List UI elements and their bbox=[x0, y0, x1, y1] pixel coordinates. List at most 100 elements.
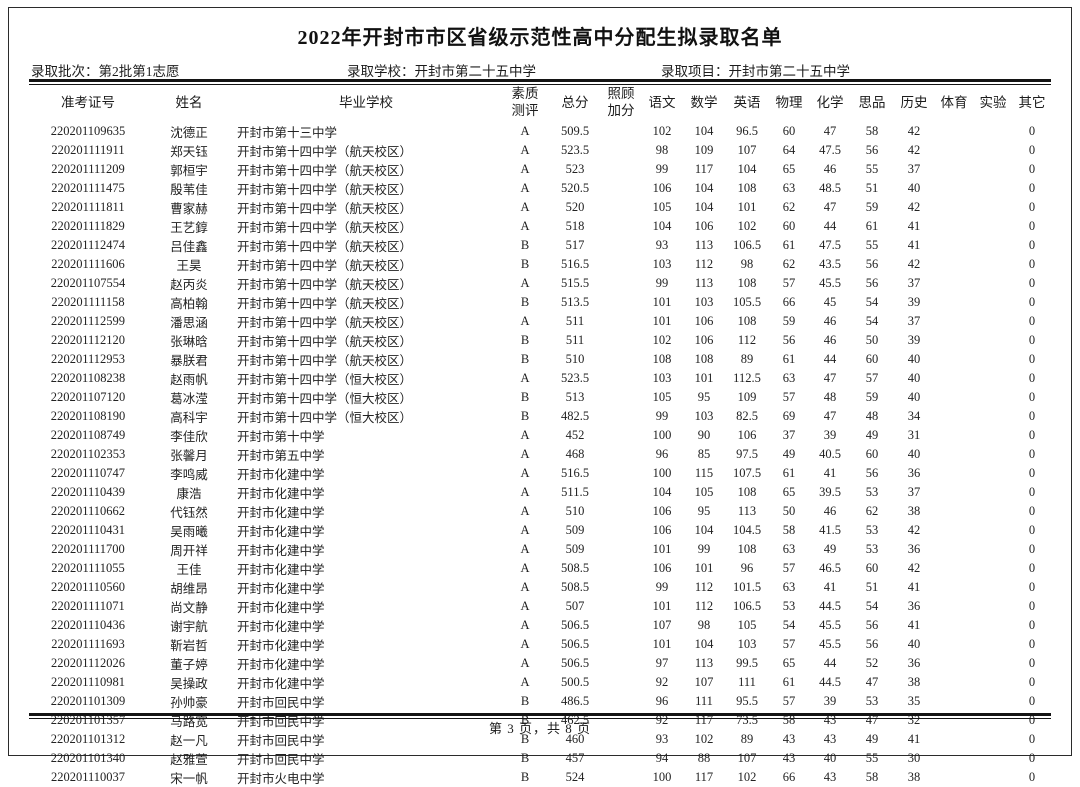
cell: 524 bbox=[565, 770, 585, 784]
cell: 486.5 bbox=[560, 694, 590, 708]
cell: 36 bbox=[907, 599, 921, 613]
cell bbox=[973, 160, 1013, 179]
cell: B bbox=[520, 295, 530, 309]
cell: 63 bbox=[782, 542, 796, 556]
cell: 220201108749 bbox=[50, 428, 126, 442]
column-header: 历史 bbox=[900, 94, 928, 110]
cell: 66 bbox=[782, 770, 796, 784]
cell: 53 bbox=[782, 599, 796, 613]
cell: 517 bbox=[565, 238, 585, 252]
cell bbox=[973, 673, 1013, 692]
cell: 60 bbox=[865, 352, 879, 366]
cell bbox=[601, 350, 641, 369]
cell: 108 bbox=[737, 485, 757, 499]
page-title: 2022年开封市市区省级示范性高中分配生拟录取名单 bbox=[297, 27, 783, 49]
cell bbox=[935, 692, 973, 711]
cell: A bbox=[520, 675, 530, 689]
column-header: 素质 测评 bbox=[511, 86, 539, 118]
cell: 开封市第十四中学（恒大校区） bbox=[237, 392, 413, 406]
cell bbox=[973, 350, 1013, 369]
table-row: 220201112120 张琳晗 开封市第十四中学（航天校区） B 511 102 106 1… bbox=[29, 331, 1051, 350]
cell: 高柏翰 bbox=[170, 297, 208, 311]
cell: 220201110747 bbox=[50, 466, 126, 480]
cell: 40.5 bbox=[819, 447, 841, 461]
cell: 56 bbox=[865, 637, 879, 651]
cell: 潘思涵 bbox=[170, 316, 208, 330]
cell bbox=[973, 616, 1013, 635]
cell bbox=[601, 312, 641, 331]
cell: 220201111811 bbox=[51, 200, 125, 214]
cell: 511 bbox=[565, 314, 585, 328]
cell: 0 bbox=[1028, 637, 1036, 651]
admission-school-label: 录取学校： bbox=[347, 64, 415, 79]
cell: 102 bbox=[737, 770, 757, 784]
cell: 49 bbox=[782, 447, 796, 461]
cell: 220201101340 bbox=[50, 751, 126, 765]
table-row: 220201101309 孙帅豪 开封市回民中学 B 486.5 96 111 95.5 57 3… bbox=[29, 692, 1051, 711]
cell: 107 bbox=[694, 675, 714, 689]
cell bbox=[935, 768, 973, 787]
cell: 61 bbox=[782, 238, 796, 252]
document-page: 2022年开封市市区省级示范性高中分配生拟录取名单 录取批次：第2批第1志愿 录… bbox=[8, 7, 1072, 786]
cell: 30 bbox=[907, 751, 921, 765]
table-row: 220201110439 康浩 开封市化建中学 A 511.5 104 105 108 65 39… bbox=[29, 483, 1051, 502]
cell: 胡维昂 bbox=[170, 582, 208, 596]
cell: A bbox=[520, 371, 530, 385]
cell: 55 bbox=[865, 238, 879, 252]
cell: 220201111700 bbox=[51, 542, 125, 556]
cell: 0 bbox=[1028, 390, 1036, 404]
cell: 220201108238 bbox=[50, 371, 126, 385]
cell: 0 bbox=[1028, 485, 1036, 499]
cell: 220201111209 bbox=[51, 162, 125, 176]
cell: 62 bbox=[782, 200, 796, 214]
cell: 0 bbox=[1028, 257, 1036, 271]
cell bbox=[935, 217, 973, 236]
cell: 106 bbox=[694, 219, 714, 233]
cell bbox=[935, 312, 973, 331]
cell: A bbox=[520, 637, 530, 651]
cell: 47 bbox=[865, 675, 879, 689]
cell bbox=[601, 331, 641, 350]
cell: 0 bbox=[1028, 314, 1036, 328]
cell: 开封市第十四中学（航天校区） bbox=[237, 278, 413, 292]
cell: 56 bbox=[782, 333, 796, 347]
cell: 吴操政 bbox=[170, 677, 208, 691]
cell: 113 bbox=[737, 504, 757, 518]
table-header-row: 准考证号 姓名 毕业学校 素质 测评 总分 照顾 加分 语文 数学 英语 物理 化学 思品 历史 体育 实验… bbox=[29, 84, 1051, 122]
cell: 38 bbox=[907, 675, 921, 689]
cell bbox=[973, 521, 1013, 540]
cell: 100 bbox=[652, 428, 672, 442]
cell bbox=[601, 521, 641, 540]
cell: 0 bbox=[1028, 181, 1036, 195]
cell: 95 bbox=[697, 504, 711, 518]
cell: 赵雅萱 bbox=[170, 753, 208, 767]
cell: 37 bbox=[907, 314, 921, 328]
cell: 53 bbox=[865, 485, 879, 499]
cell: 开封市第十四中学（航天校区） bbox=[237, 183, 413, 197]
table-row: 220201110981 吴操政 开封市化建中学 A 500.5 92 107 111 61 44… bbox=[29, 673, 1051, 692]
table-row: 220201110747 李鸣威 开封市化建中学 A 516.5 100 115 107.5 6… bbox=[29, 464, 1051, 483]
admission-batch-label: 录取批次： bbox=[31, 64, 99, 79]
cell: 开封市第十三中学 bbox=[237, 126, 338, 140]
cell: 98 bbox=[740, 257, 754, 271]
cell: 开封市第十四中学（航天校区） bbox=[237, 202, 413, 216]
cell: 518 bbox=[565, 219, 585, 233]
cell: B bbox=[520, 770, 530, 784]
cell: A bbox=[520, 542, 530, 556]
cell bbox=[973, 559, 1013, 578]
table-row: 220201111475 殷苇佳 开封市第十四中学（航天校区） A 520.5 106 10… bbox=[29, 179, 1051, 198]
cell: 开封市第十四中学（航天校区） bbox=[237, 164, 413, 178]
cell: 511 bbox=[565, 333, 585, 347]
column-header: 思品 bbox=[858, 94, 886, 110]
cell: 103 bbox=[652, 371, 672, 385]
cell bbox=[935, 540, 973, 559]
cell: A bbox=[520, 599, 530, 613]
cell bbox=[935, 122, 973, 141]
cell bbox=[973, 692, 1013, 711]
cell bbox=[601, 445, 641, 464]
cell: 101 bbox=[652, 599, 672, 613]
cell: 511.5 bbox=[561, 485, 589, 499]
cell: 55 bbox=[865, 751, 879, 765]
cell: 108 bbox=[652, 352, 672, 366]
cell: 赵一凡 bbox=[170, 734, 208, 748]
